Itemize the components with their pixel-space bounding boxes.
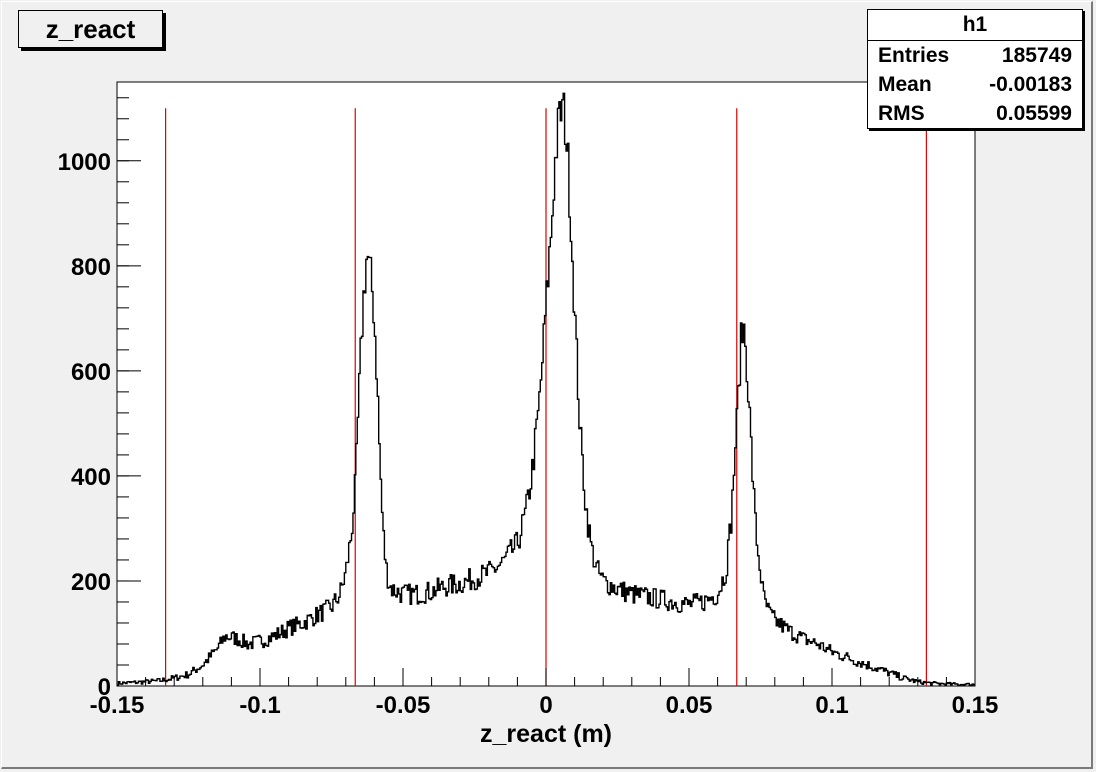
x-tick-label: -0.05	[376, 692, 431, 719]
stats-row-rms: RMS 0.05599	[868, 99, 1082, 128]
stats-row-mean: Mean -0.00183	[868, 70, 1082, 99]
y-tick-label: 1000	[58, 149, 111, 176]
x-tick-label: 0.1	[815, 692, 848, 719]
x-tick-label: 0.15	[952, 692, 999, 719]
histogram-line	[117, 92, 975, 687]
x-tick-label: -0.15	[90, 692, 145, 719]
y-tick-label: 600	[71, 359, 111, 386]
y-tick-label: 0	[98, 674, 111, 701]
y-axis: 0 200 400 600 800 1000	[58, 97, 141, 701]
histogram-title-box: z_react	[18, 10, 163, 48]
stats-value: 185749	[1001, 44, 1072, 67]
stats-label: Mean	[878, 73, 932, 96]
y-tick-label: 800	[71, 254, 111, 281]
x-tick-label: 0	[539, 692, 552, 719]
stats-label: Entries	[878, 44, 950, 67]
statistics-box: h1 Entries 185749 Mean -0.00183 RMS 0.05…	[867, 9, 1083, 129]
x-axis: -0.15 -0.1 -0.05 0 0.05 0.1 0.15	[90, 668, 999, 719]
x-tick-label: -0.1	[239, 692, 280, 719]
x-tick-label: 0.05	[666, 692, 713, 719]
stats-row-entries: Entries 185749	[868, 41, 1082, 70]
stats-value: -0.00183	[989, 73, 1072, 96]
y-tick-label: 400	[71, 464, 111, 491]
marker-lines	[165, 108, 927, 686]
y-tick-label: 200	[71, 569, 111, 596]
statistics-box-name: h1	[868, 10, 1082, 41]
x-axis-label: z_react (m)	[480, 720, 612, 748]
stats-value: 0.05599	[996, 102, 1072, 125]
histogram-title: z_react	[45, 14, 136, 44]
stats-label: RMS	[878, 102, 925, 125]
